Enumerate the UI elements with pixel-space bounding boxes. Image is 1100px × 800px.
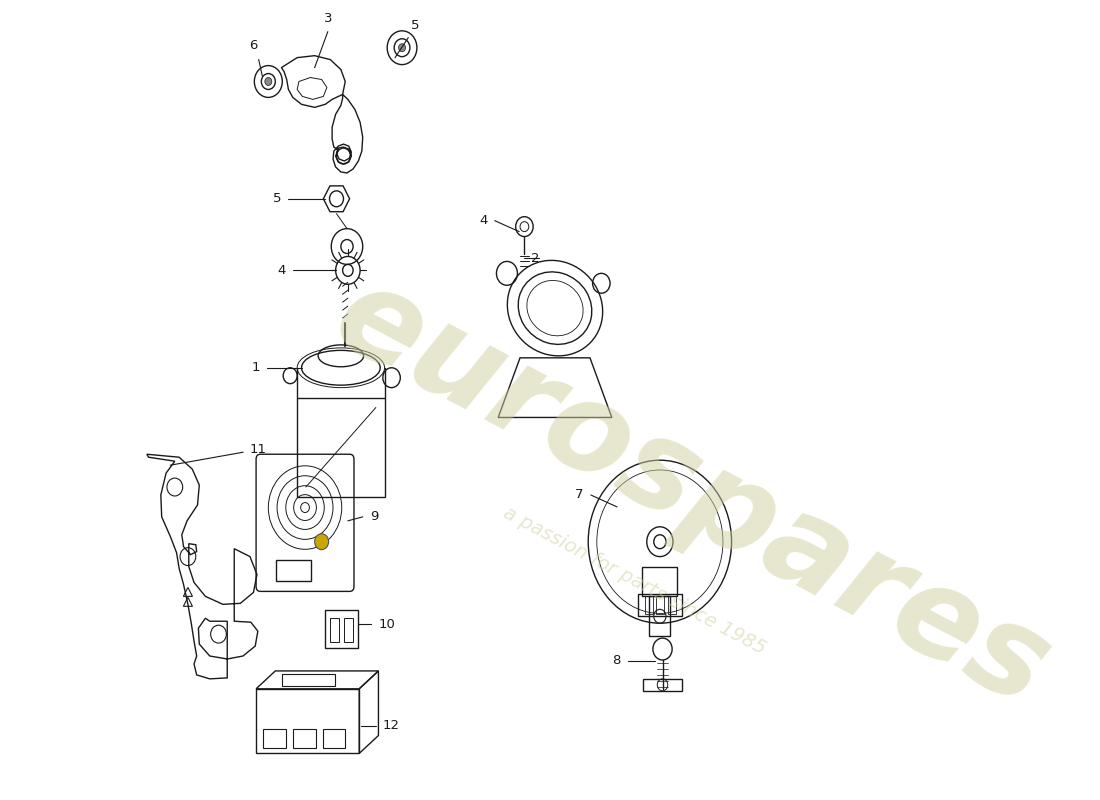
Circle shape [398, 44, 406, 52]
Text: 4: 4 [277, 264, 286, 277]
Bar [330, 618, 339, 642]
Text: 3: 3 [323, 12, 332, 25]
Text: 11: 11 [249, 442, 266, 456]
Text: 9: 9 [370, 510, 378, 523]
Bar [638, 594, 682, 616]
Text: 8: 8 [613, 654, 620, 667]
Bar [649, 596, 670, 636]
Circle shape [265, 78, 272, 86]
Text: 2: 2 [531, 252, 540, 265]
Bar [263, 729, 286, 749]
Text: 5: 5 [411, 19, 419, 32]
Text: 12: 12 [383, 719, 399, 732]
Bar [283, 674, 334, 686]
Bar [645, 596, 653, 614]
Text: eurospares: eurospares [315, 254, 1069, 732]
Bar [326, 610, 359, 648]
Text: 6: 6 [250, 38, 257, 52]
Text: 1: 1 [251, 362, 260, 374]
Text: 7: 7 [575, 489, 584, 502]
Bar [642, 566, 678, 596]
Text: 10: 10 [378, 618, 395, 630]
Bar [297, 398, 385, 497]
Bar [256, 689, 360, 754]
Bar [344, 618, 353, 642]
Bar [644, 679, 682, 690]
Bar [668, 596, 675, 614]
Bar [293, 729, 316, 749]
Bar [657, 596, 664, 614]
Text: 4: 4 [480, 214, 487, 227]
Circle shape [315, 534, 329, 550]
Bar [322, 729, 345, 749]
Text: 5: 5 [273, 192, 282, 206]
Bar [276, 559, 311, 582]
Text: a passion for parts since 1985: a passion for parts since 1985 [500, 503, 769, 658]
